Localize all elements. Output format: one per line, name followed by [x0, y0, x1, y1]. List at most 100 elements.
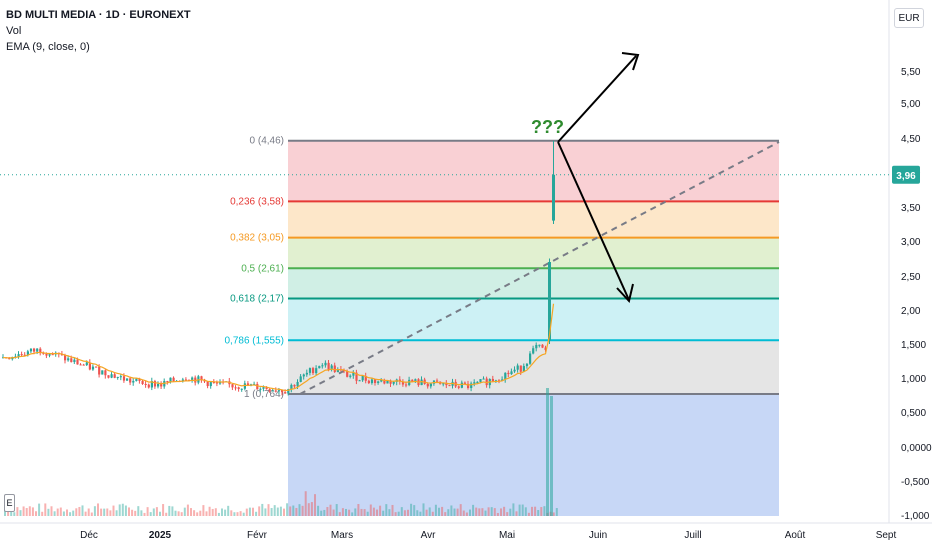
currency-button[interactable]: EUR: [894, 8, 924, 28]
ema-label[interactable]: EMA (9, close, 0): [6, 41, 90, 53]
volume-bar: [493, 508, 496, 516]
candle-body: [442, 383, 445, 385]
last-price-badge: [892, 165, 920, 184]
volume-bar: [388, 509, 391, 516]
candle-body: [20, 354, 23, 356]
volume-bar: [550, 396, 553, 516]
candle-body: [88, 362, 91, 370]
x-tick-label: Sept: [876, 530, 897, 541]
candle-body: [184, 379, 188, 381]
candle-body: [414, 379, 417, 382]
y-tick-label: 2,50: [901, 272, 921, 283]
volume-bar: [106, 508, 109, 516]
candle-body: [234, 387, 237, 389]
fib-label-6: 1 (0,764): [244, 389, 284, 400]
volume-bar: [310, 502, 313, 516]
candle-body: [60, 354, 64, 356]
volume-bar: [531, 506, 533, 516]
volume-bar: [115, 510, 118, 516]
candle-body: [318, 366, 321, 369]
volume-bar: [50, 506, 53, 516]
volume-bar: [323, 509, 326, 516]
candle-body: [219, 381, 222, 384]
volume-bar: [462, 510, 465, 516]
volume-bar: [524, 507, 527, 516]
candle-body: [383, 379, 386, 384]
candle-body: [541, 344, 544, 348]
candle-body: [476, 381, 479, 383]
candle-body: [39, 348, 42, 353]
candle-body: [336, 369, 339, 372]
y-tick-label: 0,500: [901, 408, 926, 419]
volume-bar: [481, 508, 484, 516]
fib-zone-3: [288, 268, 779, 299]
candle-body: [76, 359, 79, 365]
y-tick-label: -0,500: [901, 477, 930, 488]
volume-bar: [400, 507, 403, 516]
volume-bar: [304, 491, 307, 516]
volume-bar: [159, 511, 161, 516]
volume-bar: [326, 507, 329, 516]
volume-bar: [341, 508, 344, 516]
volume-bar: [425, 509, 428, 516]
volume-bar: [391, 504, 394, 516]
volume-bar: [518, 504, 521, 516]
volume-bar: [273, 505, 276, 516]
events-button[interactable]: E: [4, 494, 15, 512]
candle-body: [315, 368, 318, 374]
volume-bar: [413, 505, 416, 516]
candle-body: [116, 376, 119, 378]
volume-bar: [16, 507, 19, 516]
candle-body: [36, 348, 39, 352]
candle-body: [132, 380, 135, 383]
volume-bar: [81, 505, 84, 516]
volume-bar: [369, 504, 372, 516]
volume-bar: [301, 505, 304, 516]
candle-body: [26, 351, 29, 355]
candle-body: [485, 378, 488, 386]
candle-body: [23, 354, 26, 356]
volume-bar: [478, 508, 481, 516]
candle-body: [389, 380, 392, 384]
volume-bar: [137, 506, 140, 516]
candle-body: [277, 390, 281, 392]
candle-body: [287, 389, 290, 394]
candle-body: [491, 378, 494, 382]
candle-body: [473, 382, 476, 384]
volume-bar: [416, 510, 419, 516]
volume-bar: [103, 508, 106, 516]
volume-bar: [155, 507, 158, 516]
candle-body: [302, 374, 305, 377]
volume-bar: [298, 504, 301, 516]
candle-body: [215, 382, 219, 384]
candle-body: [367, 380, 370, 384]
volume-bar: [211, 508, 214, 516]
volume-bar: [338, 512, 341, 516]
volume-bar: [345, 508, 347, 516]
volume-bar: [286, 503, 289, 516]
candle-body: [284, 392, 287, 394]
volume-bar: [410, 503, 413, 516]
candle-body: [119, 376, 122, 378]
ema-line: [2, 303, 555, 392]
candle-body: [237, 387, 240, 389]
volume-bar: [307, 503, 310, 516]
candle-body: [166, 381, 169, 383]
candle-body: [144, 383, 147, 385]
candle-body: [212, 382, 215, 384]
volume-bar: [490, 507, 493, 516]
volume-bar: [146, 507, 149, 516]
fib-label-5: 0,786 (1,555): [225, 335, 285, 346]
volume-bar: [53, 511, 56, 516]
candle-body: [113, 374, 116, 378]
volume-bar: [41, 511, 44, 516]
candle-body: [330, 365, 333, 370]
volume-bar: [394, 512, 397, 516]
volume-label[interactable]: Vol: [6, 25, 22, 37]
symbol-title[interactable]: BD MULTI MEDIA · 1D · EURONEXT: [6, 9, 191, 21]
candle-body: [358, 380, 361, 382]
volume-bar: [109, 510, 112, 516]
volume-bar: [472, 504, 475, 516]
